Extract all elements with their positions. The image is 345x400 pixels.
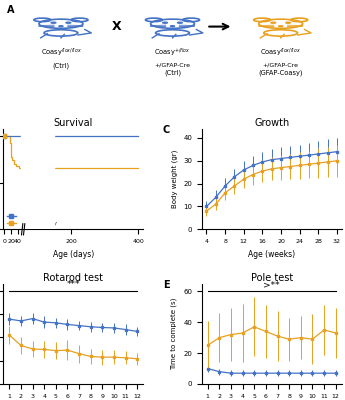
- Title: Survival: Survival: [53, 118, 93, 128]
- Text: (Ctrl): (Ctrl): [164, 70, 181, 76]
- X-axis label: Age (days): Age (days): [53, 250, 94, 258]
- Circle shape: [178, 22, 182, 23]
- Circle shape: [271, 22, 276, 23]
- Circle shape: [66, 22, 71, 23]
- Text: >**: >**: [263, 281, 280, 290]
- Text: X: X: [112, 20, 121, 33]
- Circle shape: [170, 26, 175, 27]
- Text: C: C: [163, 125, 170, 135]
- Text: (Ctrl): (Ctrl): [52, 62, 69, 69]
- Bar: [21, 129, 54, 229]
- Legend: Ctrl, GFAP-Coasy: Ctrl, GFAP-Coasy: [7, 214, 58, 226]
- Text: E: E: [163, 280, 169, 290]
- Circle shape: [163, 22, 167, 23]
- Title: Pole test: Pole test: [250, 273, 293, 283]
- Text: +/GFAP-Cre: +/GFAP-Cre: [155, 62, 190, 68]
- X-axis label: Age (weeks): Age (weeks): [248, 250, 295, 258]
- Text: +/GFAP-Cre: +/GFAP-Cre: [263, 62, 299, 68]
- Text: Coasy$^{flox/flox}$: Coasy$^{flox/flox}$: [40, 47, 81, 59]
- Circle shape: [279, 26, 283, 27]
- Y-axis label: Body weight (gr): Body weight (gr): [171, 150, 178, 208]
- Text: A: A: [7, 6, 14, 16]
- Circle shape: [51, 22, 56, 23]
- Circle shape: [59, 26, 63, 27]
- Text: Coasy$^{flox/flox}$: Coasy$^{flox/flox}$: [260, 47, 301, 59]
- Title: Rotarod test: Rotarod test: [43, 273, 103, 283]
- Text: Coasy$^{+/flox}$: Coasy$^{+/flox}$: [155, 47, 190, 59]
- Circle shape: [286, 22, 290, 23]
- Title: Growth: Growth: [254, 118, 289, 128]
- Y-axis label: Time to complete (s): Time to complete (s): [171, 298, 178, 370]
- Text: (GFAP-Coasy): (GFAP-Coasy): [258, 70, 303, 76]
- Text: ***: ***: [67, 280, 80, 290]
